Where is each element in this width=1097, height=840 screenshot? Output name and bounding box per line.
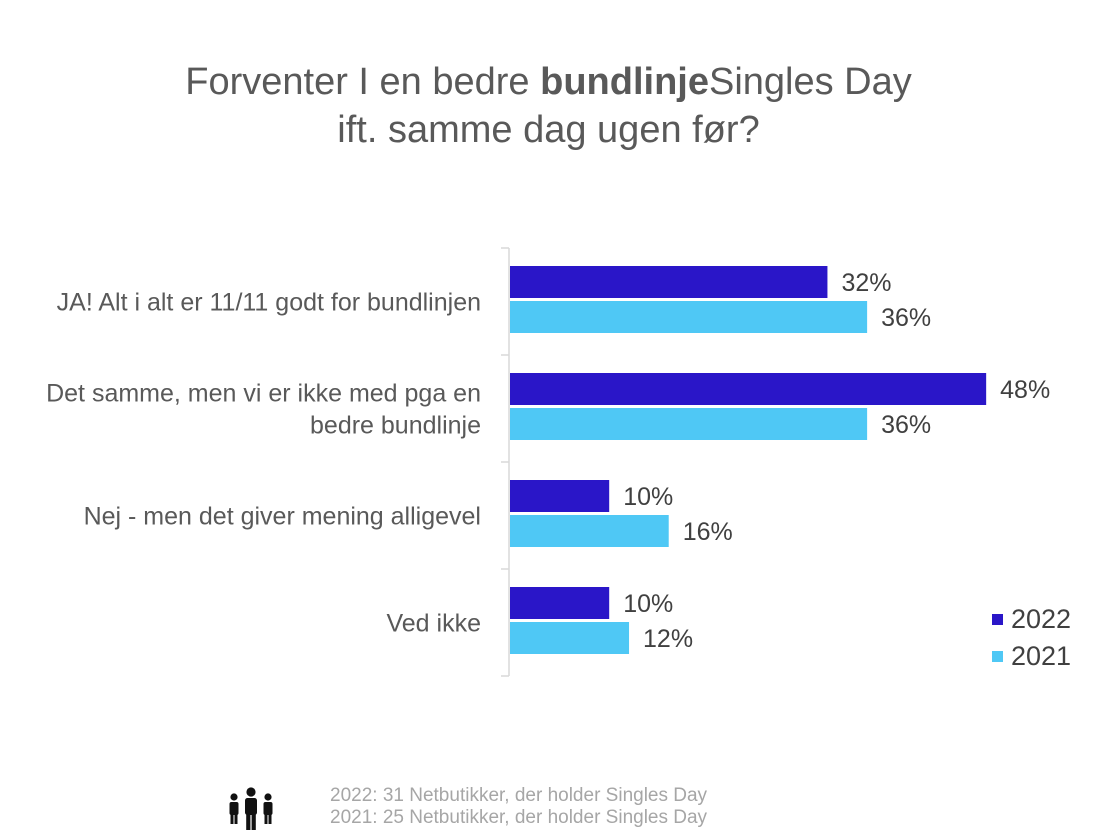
bar-2022 (510, 480, 610, 512)
data-label-2022: 10% (623, 590, 673, 618)
chart-title-line1: Forventer I en bedre bundlinjeSingles Da… (0, 58, 1097, 106)
people-group-icon (229, 787, 273, 830)
legend-item-2022: 2022 (992, 601, 1071, 638)
bar-2021 (510, 515, 669, 547)
legend-swatch-2022 (992, 614, 1003, 625)
category-label: Nej - men det giver mening alligevel (84, 503, 481, 531)
chart-title: Forventer I en bedre bundlinjeSingles Da… (0, 58, 1097, 154)
legend-label-2021: 2021 (1011, 641, 1072, 671)
chart-title-line2: ift. samme dag ugen før? (337, 109, 760, 151)
bar-2022 (510, 587, 610, 619)
category-label: Det samme, men vi er ikke med pga en bedr… (46, 380, 481, 440)
title-text-bold: bundlinje (540, 61, 709, 103)
legend-swatch-2021 (992, 651, 1003, 662)
data-label-2022: 48% (1000, 376, 1050, 404)
category-label: JA! Alt i alt er 11/11 godt for bundlinj… (57, 289, 481, 317)
bar-2021 (510, 622, 630, 654)
data-label-2021: 36% (881, 304, 931, 332)
footer: 2022: 31 Netbutikker, der holder Singles… (228, 785, 707, 833)
category-label: Ved ikke (386, 610, 481, 638)
legend: 2022 2021 (992, 601, 1071, 675)
legend-item-2021: 2021 (992, 638, 1071, 675)
title-text-part2: Singles Day (708, 61, 912, 103)
data-label-2021: 36% (881, 411, 931, 439)
footer-note-2021: 2021: 25 Netbutikker, der holder Singles… (330, 807, 708, 828)
bar-2021 (510, 301, 868, 333)
bar-2022 (510, 266, 828, 298)
data-label-2021: 16% (683, 518, 733, 546)
title-text-part1: Forventer I en bedre (185, 61, 541, 103)
legend-label-2022: 2022 (1011, 604, 1072, 634)
footer-notes: 2022: 31 Netbutikker, der holder Singles… (330, 785, 707, 829)
bar-2021 (510, 408, 868, 440)
data-label-2021: 12% (643, 625, 693, 653)
bar-2022 (510, 373, 987, 405)
data-label-2022: 10% (623, 483, 673, 511)
footer-note-2022: 2022: 31 Netbutikker, der holder Singles… (330, 785, 708, 806)
data-label-2022: 32% (841, 269, 891, 297)
